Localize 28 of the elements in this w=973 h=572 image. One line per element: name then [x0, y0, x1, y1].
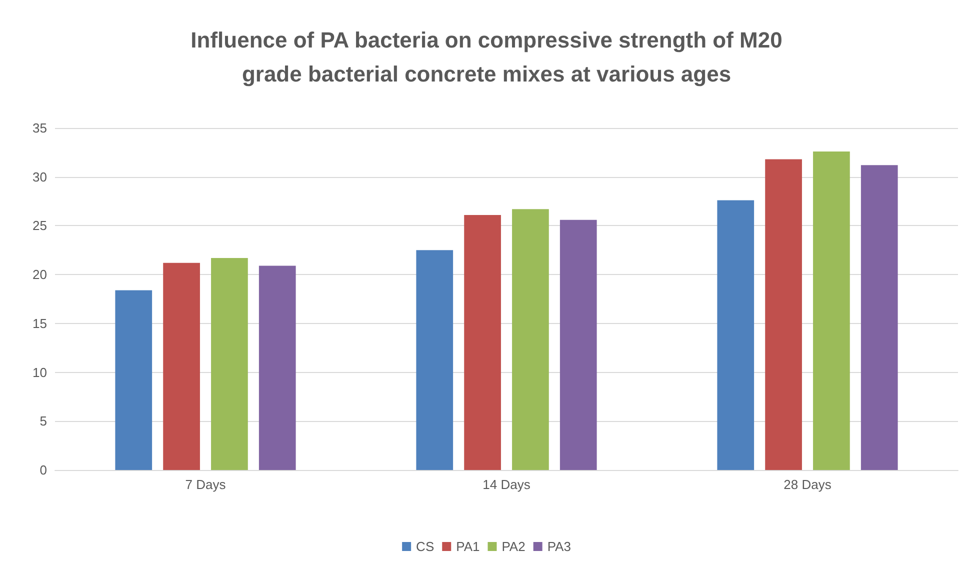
x-tick-label: 14 Days — [482, 477, 531, 492]
x-tick-label: 7 Days — [185, 477, 226, 492]
x-tick-label: 28 Days — [784, 477, 832, 492]
bar — [765, 159, 802, 470]
chart-title: Influence of PA bacteria on compressive strength of M20 grade bacterial concrete mixes at various ages — [190, 28, 782, 86]
bar — [560, 220, 597, 470]
legend-label: CS — [416, 539, 434, 554]
y-tick-label: 15 — [32, 316, 47, 331]
y-tick-label: 5 — [40, 414, 47, 429]
bar — [416, 250, 454, 470]
bar — [512, 209, 549, 470]
y-tick-label: 25 — [32, 218, 47, 234]
bar — [860, 165, 898, 470]
y-tick-label: 35 — [32, 120, 47, 136]
y-tick-label: 30 — [32, 169, 47, 184]
bar — [163, 262, 200, 470]
bar — [717, 200, 754, 470]
y-tick-label: 0 — [40, 462, 47, 478]
bar — [211, 258, 248, 470]
bar — [258, 266, 296, 470]
bar — [813, 151, 850, 470]
legend-label: PA3 — [547, 539, 571, 554]
y-tick-label: 10 — [32, 364, 47, 380]
legend-label: PA1 — [456, 539, 480, 554]
y-tick-label: 20 — [32, 267, 47, 282]
bar — [464, 214, 501, 470]
legend-label: PA2 — [502, 539, 526, 554]
bar — [115, 290, 152, 470]
